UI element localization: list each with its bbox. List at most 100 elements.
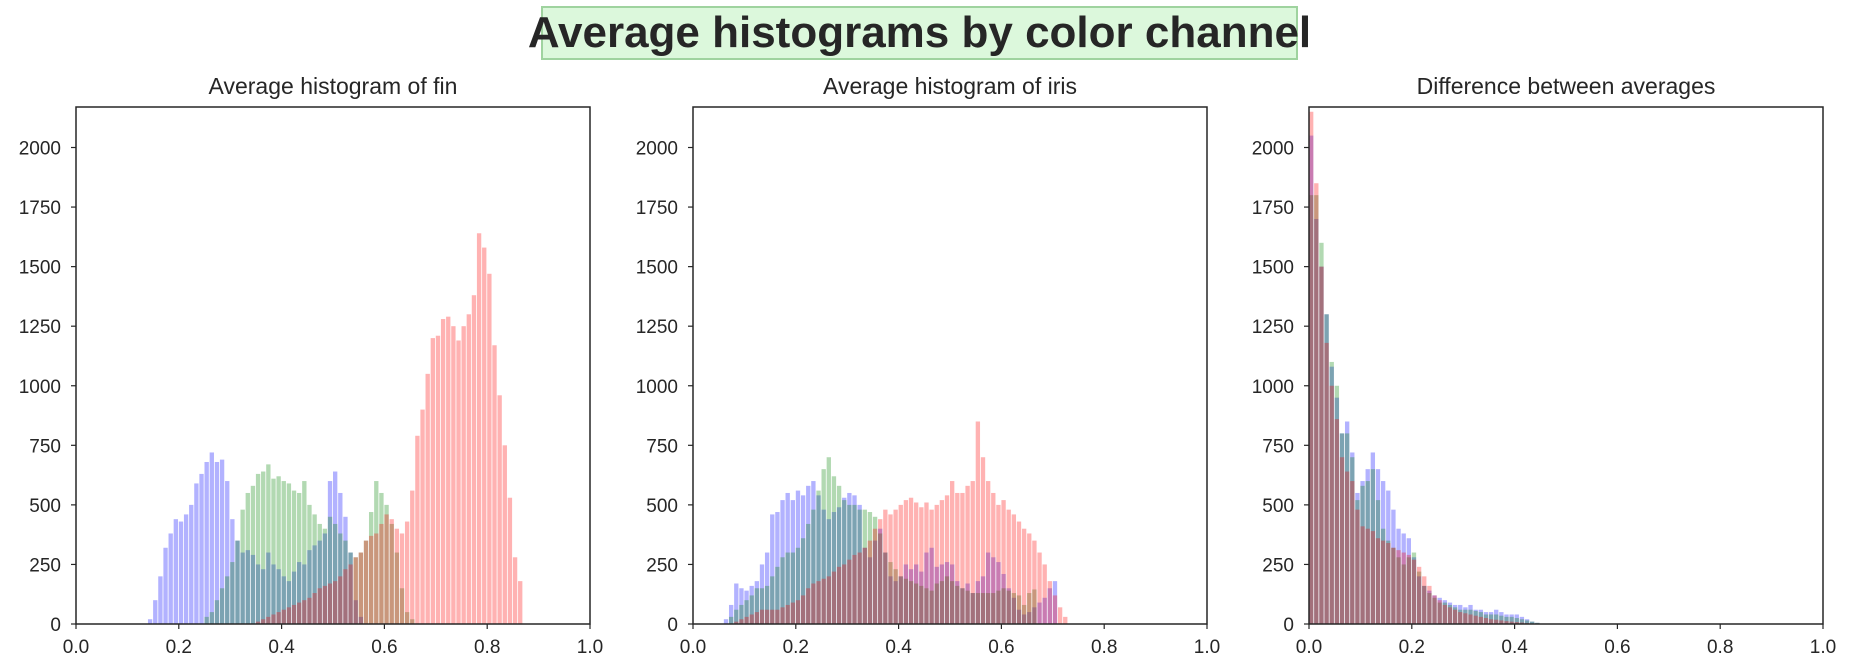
bar-red-61	[1047, 581, 1052, 624]
bar-blue-1	[728, 604, 734, 624]
bar-green-29	[1458, 609, 1463, 624]
bar-blue-7	[183, 514, 189, 624]
bar-red-42	[950, 481, 955, 624]
bar-blue-43	[944, 562, 950, 624]
bar-red-35	[1488, 619, 1494, 624]
bar-green-40	[410, 619, 415, 624]
y-tick-label: 500	[29, 496, 61, 517]
y-tick-label: 750	[1262, 436, 1294, 457]
bar-red-26	[1442, 604, 1447, 624]
bar-blue-1	[153, 600, 158, 624]
bar-green-45	[960, 588, 965, 624]
bar-green-33	[374, 481, 379, 624]
bar-blue-18	[816, 495, 821, 624]
bar-red-13	[1375, 538, 1381, 624]
plot-frame	[692, 106, 1208, 625]
bar-green-37	[919, 585, 924, 624]
bar-red-8	[297, 602, 302, 624]
bar-green-16	[811, 509, 816, 624]
bar-blue-25	[276, 569, 281, 624]
bar-green-8	[245, 492, 250, 624]
bar-green-43	[1530, 621, 1535, 624]
bar-blue-27	[286, 581, 292, 624]
bar-green-42	[944, 576, 950, 624]
panel-title: Average histogram of iris	[823, 73, 1077, 99]
bar-blue-28	[867, 557, 873, 624]
bar-blue-14	[219, 459, 225, 624]
bar-blue-30	[878, 528, 883, 624]
bar-red-27	[872, 528, 878, 624]
bar-blue-31	[307, 550, 312, 624]
bar-red-17	[343, 569, 348, 624]
bar-red-9	[780, 607, 785, 624]
bar-blue-25	[1437, 597, 1442, 624]
bar-red-64	[1063, 616, 1068, 624]
bar-green-25	[333, 523, 338, 624]
bar-red-32	[420, 409, 425, 624]
bar-green-5	[754, 588, 760, 624]
bar-red-31	[1468, 614, 1473, 624]
bar-red-35	[914, 502, 919, 624]
y-tick-label: 750	[29, 436, 61, 457]
bar-green-14	[800, 538, 806, 624]
bar-blue-39	[1509, 614, 1514, 624]
bar-red-22	[1422, 576, 1427, 624]
bar-blue-0	[147, 619, 153, 624]
bar-green-22	[1422, 585, 1427, 624]
bar-green-39	[1509, 616, 1514, 624]
bar-red-51	[996, 504, 1001, 624]
bar-green-53	[1001, 588, 1006, 624]
bar-green-12	[266, 464, 271, 624]
y-tick-label: 1250	[1252, 317, 1294, 338]
bar-red-19	[1406, 554, 1411, 624]
bar-green-17	[291, 490, 297, 624]
bar-blue-3	[1324, 314, 1329, 624]
bar-green-38	[399, 588, 405, 624]
bar-blue-36	[908, 569, 914, 624]
bar-red-34	[1483, 618, 1489, 624]
y-tick-label: 500	[646, 496, 678, 517]
bar-blue-42	[1524, 619, 1530, 624]
bar-blue-10	[199, 473, 204, 624]
bar-blue-40	[929, 547, 934, 624]
bar-green-32	[368, 512, 374, 624]
bar-red-6	[1339, 457, 1345, 624]
bar-red-48	[502, 445, 507, 624]
bar-red-55	[1016, 521, 1022, 624]
bar-blue-8	[1350, 452, 1355, 624]
bar-blue-25	[852, 495, 857, 624]
bar-green-7	[240, 509, 245, 624]
bar-green-43	[950, 581, 955, 624]
x-tick-label: 0.6	[988, 637, 1014, 658]
bar-red-27	[394, 528, 400, 624]
bar-red-20	[358, 552, 364, 624]
bar-green-16	[286, 483, 292, 624]
bar-blue-21	[255, 564, 261, 624]
bar-red-21	[363, 540, 369, 624]
bar-blue-6	[1339, 433, 1345, 624]
bar-red-0	[734, 621, 739, 624]
bar-green-11	[261, 471, 266, 624]
bar-red-33	[903, 500, 909, 624]
bar-red-22	[847, 559, 852, 624]
bar-red-23	[1427, 585, 1432, 624]
bar-blue-59	[1027, 612, 1032, 624]
bar-red-46	[970, 481, 975, 624]
bar-blue-32	[888, 576, 893, 624]
bar-red-3	[1324, 342, 1329, 624]
bar-red-2	[744, 616, 749, 624]
bar-blue-39	[348, 552, 353, 624]
bar-blue-52	[991, 557, 996, 624]
bar-red-43	[476, 233, 482, 624]
bar-red-33	[1478, 616, 1483, 624]
bar-green-17	[1396, 557, 1401, 624]
figure-title-box: Average histograms by color channel	[528, 6, 1311, 60]
bar-red-13	[322, 585, 328, 624]
bar-green-31	[363, 540, 369, 624]
bar-green-14	[1380, 528, 1386, 624]
bar-red-26	[867, 540, 873, 624]
bar-blue-22	[261, 569, 266, 624]
bar-green-15	[1386, 540, 1391, 624]
bar-blue-28	[1452, 604, 1458, 624]
bar-blue-30	[302, 564, 307, 624]
